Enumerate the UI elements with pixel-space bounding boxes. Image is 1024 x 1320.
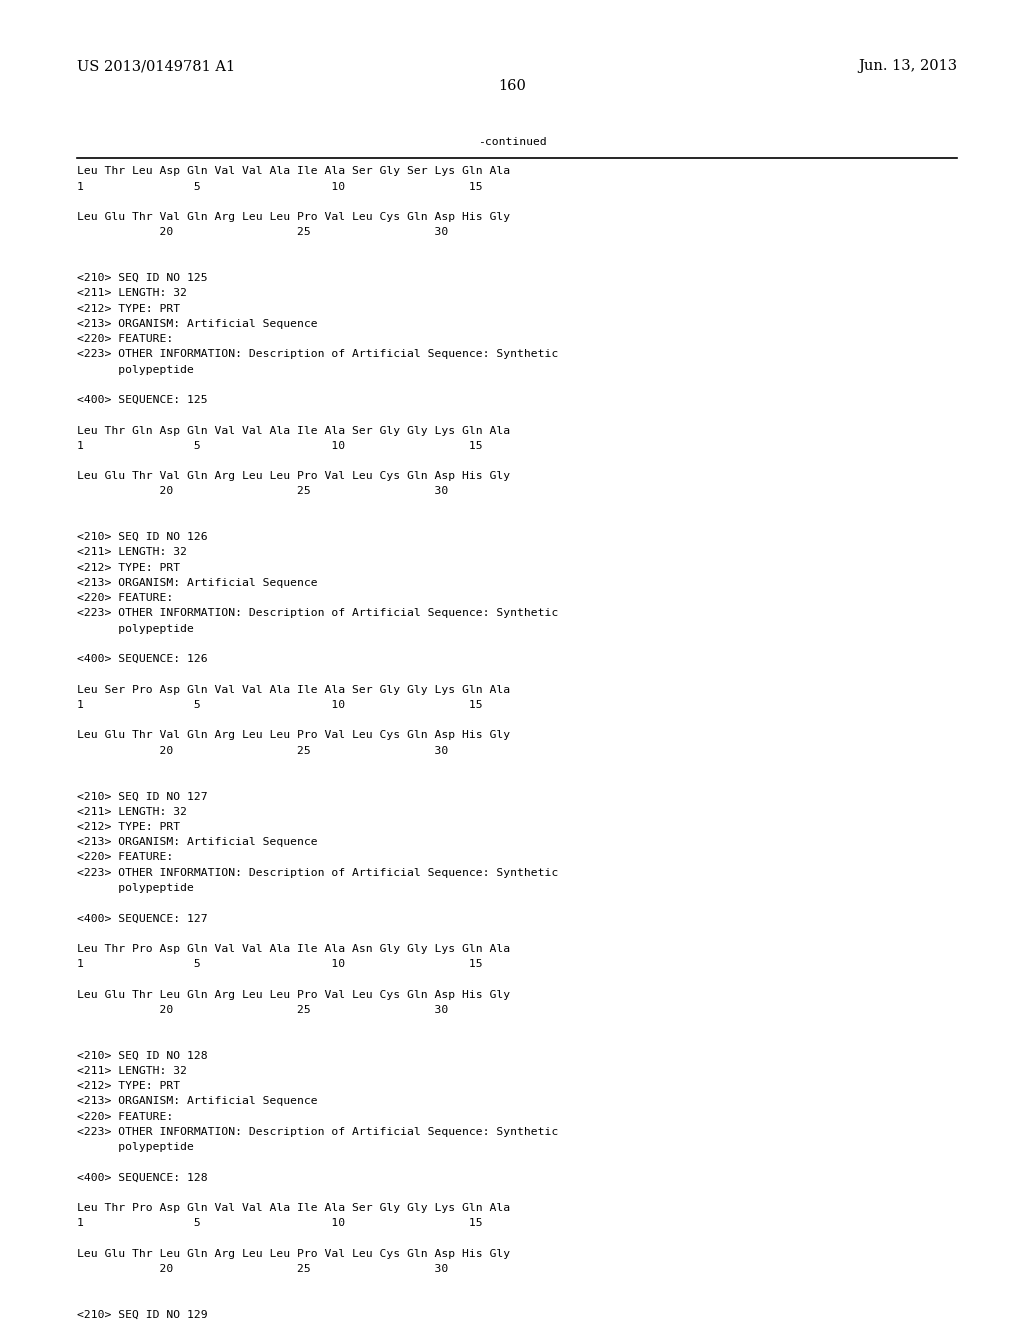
Text: 1                5                   10                  15: 1 5 10 15 xyxy=(77,441,482,450)
Text: polypeptide: polypeptide xyxy=(77,623,194,634)
Text: Leu Glu Thr Leu Gln Arg Leu Leu Pro Val Leu Cys Gln Asp His Gly: Leu Glu Thr Leu Gln Arg Leu Leu Pro Val … xyxy=(77,1249,510,1259)
Text: <210> SEQ ID NO 128: <210> SEQ ID NO 128 xyxy=(77,1051,208,1060)
Text: polypeptide: polypeptide xyxy=(77,1142,194,1152)
Text: <400> SEQUENCE: 126: <400> SEQUENCE: 126 xyxy=(77,655,208,664)
Text: <211> LENGTH: 32: <211> LENGTH: 32 xyxy=(77,807,186,817)
Text: Jun. 13, 2013: Jun. 13, 2013 xyxy=(858,59,957,74)
Text: <212> TYPE: PRT: <212> TYPE: PRT xyxy=(77,304,180,314)
Text: Leu Thr Pro Asp Gln Val Val Ala Ile Ala Asn Gly Gly Lys Gln Ala: Leu Thr Pro Asp Gln Val Val Ala Ile Ala … xyxy=(77,944,510,954)
Text: 20                  25                  30: 20 25 30 xyxy=(77,1265,449,1274)
Text: 20                  25                  30: 20 25 30 xyxy=(77,227,449,238)
Text: 1                5                   10                  15: 1 5 10 15 xyxy=(77,1218,482,1229)
Text: Leu Glu Thr Leu Gln Arg Leu Leu Pro Val Leu Cys Gln Asp His Gly: Leu Glu Thr Leu Gln Arg Leu Leu Pro Val … xyxy=(77,990,510,999)
Text: <211> LENGTH: 32: <211> LENGTH: 32 xyxy=(77,548,186,557)
Text: <212> TYPE: PRT: <212> TYPE: PRT xyxy=(77,562,180,573)
Text: <211> LENGTH: 32: <211> LENGTH: 32 xyxy=(77,1065,186,1076)
Text: <400> SEQUENCE: 128: <400> SEQUENCE: 128 xyxy=(77,1172,208,1183)
Text: Leu Thr Pro Asp Gln Val Val Ala Ile Ala Ser Gly Gly Lys Gln Ala: Leu Thr Pro Asp Gln Val Val Ala Ile Ala … xyxy=(77,1203,510,1213)
Text: 20                  25                  30: 20 25 30 xyxy=(77,487,449,496)
Text: Leu Glu Thr Val Gln Arg Leu Leu Pro Val Leu Cys Gln Asp His Gly: Leu Glu Thr Val Gln Arg Leu Leu Pro Val … xyxy=(77,213,510,222)
Text: <213> ORGANISM: Artificial Sequence: <213> ORGANISM: Artificial Sequence xyxy=(77,318,317,329)
Text: <213> ORGANISM: Artificial Sequence: <213> ORGANISM: Artificial Sequence xyxy=(77,837,317,847)
Text: <211> LENGTH: 32: <211> LENGTH: 32 xyxy=(77,288,186,298)
Text: <213> ORGANISM: Artificial Sequence: <213> ORGANISM: Artificial Sequence xyxy=(77,1097,317,1106)
Text: <220> FEATURE:: <220> FEATURE: xyxy=(77,593,173,603)
Text: Leu Glu Thr Val Gln Arg Leu Leu Pro Val Leu Cys Gln Asp His Gly: Leu Glu Thr Val Gln Arg Leu Leu Pro Val … xyxy=(77,730,510,741)
Text: <223> OTHER INFORMATION: Description of Artificial Sequence: Synthetic: <223> OTHER INFORMATION: Description of … xyxy=(77,1127,558,1137)
Text: <400> SEQUENCE: 127: <400> SEQUENCE: 127 xyxy=(77,913,208,924)
Text: Leu Ser Pro Asp Gln Val Val Ala Ile Ala Ser Gly Gly Lys Gln Ala: Leu Ser Pro Asp Gln Val Val Ala Ile Ala … xyxy=(77,685,510,694)
Text: <220> FEATURE:: <220> FEATURE: xyxy=(77,1111,173,1122)
Text: <213> ORGANISM: Artificial Sequence: <213> ORGANISM: Artificial Sequence xyxy=(77,578,317,587)
Text: polypeptide: polypeptide xyxy=(77,883,194,892)
Text: 1                5                   10                  15: 1 5 10 15 xyxy=(77,182,482,191)
Text: 20                  25                  30: 20 25 30 xyxy=(77,746,449,755)
Text: Leu Glu Thr Val Gln Arg Leu Leu Pro Val Leu Cys Gln Asp His Gly: Leu Glu Thr Val Gln Arg Leu Leu Pro Val … xyxy=(77,471,510,482)
Text: 1                5                   10                  15: 1 5 10 15 xyxy=(77,700,482,710)
Text: <210> SEQ ID NO 126: <210> SEQ ID NO 126 xyxy=(77,532,208,543)
Text: <400> SEQUENCE: 125: <400> SEQUENCE: 125 xyxy=(77,395,208,405)
Text: <212> TYPE: PRT: <212> TYPE: PRT xyxy=(77,1081,180,1092)
Text: Leu Thr Leu Asp Gln Val Val Ala Ile Ala Ser Gly Ser Lys Gln Ala: Leu Thr Leu Asp Gln Val Val Ala Ile Ala … xyxy=(77,166,510,177)
Text: <223> OTHER INFORMATION: Description of Artificial Sequence: Synthetic: <223> OTHER INFORMATION: Description of … xyxy=(77,867,558,878)
Text: <220> FEATURE:: <220> FEATURE: xyxy=(77,334,173,345)
Text: 160: 160 xyxy=(498,79,526,94)
Text: US 2013/0149781 A1: US 2013/0149781 A1 xyxy=(77,59,234,74)
Text: <223> OTHER INFORMATION: Description of Artificial Sequence: Synthetic: <223> OTHER INFORMATION: Description of … xyxy=(77,609,558,619)
Text: <210> SEQ ID NO 127: <210> SEQ ID NO 127 xyxy=(77,792,208,801)
Text: <210> SEQ ID NO 129: <210> SEQ ID NO 129 xyxy=(77,1309,208,1320)
Text: 1                5                   10                  15: 1 5 10 15 xyxy=(77,960,482,969)
Text: polypeptide: polypeptide xyxy=(77,364,194,375)
Text: <212> TYPE: PRT: <212> TYPE: PRT xyxy=(77,822,180,832)
Text: 20                  25                  30: 20 25 30 xyxy=(77,1005,449,1015)
Text: Leu Thr Gln Asp Gln Val Val Ala Ile Ala Ser Gly Gly Lys Gln Ala: Leu Thr Gln Asp Gln Val Val Ala Ile Ala … xyxy=(77,425,510,436)
Text: <223> OTHER INFORMATION: Description of Artificial Sequence: Synthetic: <223> OTHER INFORMATION: Description of … xyxy=(77,350,558,359)
Text: -continued: -continued xyxy=(477,137,547,148)
Text: <210> SEQ ID NO 125: <210> SEQ ID NO 125 xyxy=(77,273,208,282)
Text: <220> FEATURE:: <220> FEATURE: xyxy=(77,853,173,862)
